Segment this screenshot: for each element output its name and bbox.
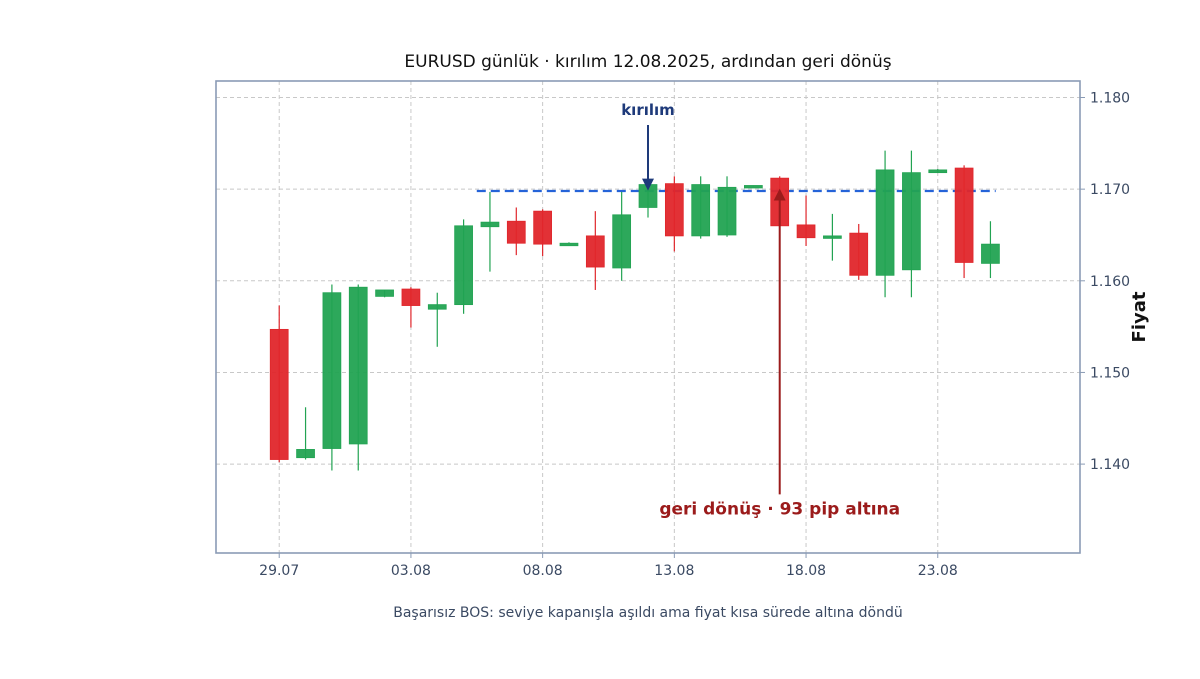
candle-body [664, 183, 684, 237]
candle-down [585, 211, 605, 290]
x-tick-label: 03.08 [391, 563, 431, 579]
candle-body [322, 292, 342, 449]
candle-body [375, 289, 394, 297]
candle-body [533, 210, 552, 245]
y-tick-label: 1.140 [1090, 457, 1130, 473]
x-tick-label: 29.07 [259, 563, 299, 579]
y-axis-label: Fiyat [1129, 291, 1150, 342]
candle-up [480, 191, 500, 272]
candle-down [849, 223, 869, 280]
candle-down [506, 207, 526, 256]
candle-up [454, 219, 473, 314]
candle-body [902, 172, 921, 271]
candle-body [506, 220, 526, 244]
candle-body [849, 232, 869, 276]
y-tick-label: 1.170 [1090, 182, 1130, 198]
candle-body [585, 235, 605, 268]
candle-up [823, 213, 842, 261]
plot-frame [215, 80, 1081, 554]
chart-title: EURUSD günlük · kırılım 12.08.2025, ardı… [404, 52, 891, 72]
breakout-annotation: kırılım [621, 101, 675, 119]
y-tick-label: 1.150 [1090, 365, 1130, 381]
candle-up [427, 292, 447, 347]
candle-down [664, 176, 684, 252]
candle-body [348, 286, 368, 445]
y-tick-label: 1.180 [1090, 90, 1130, 106]
candle-body [691, 184, 711, 237]
candle-up [744, 185, 763, 189]
candle-down [796, 195, 816, 246]
x-tick-label: 18.08 [786, 563, 826, 579]
x-tick-label: 08.08 [523, 563, 563, 579]
candle-down [954, 165, 974, 279]
candle-up [559, 242, 579, 247]
candle-body [796, 224, 816, 239]
candle-body [717, 186, 737, 236]
candle-body [875, 169, 895, 276]
candle-up [348, 284, 368, 471]
x-tick-label: 13.08 [654, 563, 694, 579]
candle-down [269, 305, 289, 463]
candle-body [269, 328, 289, 460]
annotations: kırılım geri dönüş · 93 pip altına [621, 101, 900, 519]
candle-body [981, 243, 1000, 264]
axes: 1.140 1.150 1.160 1.170 1.180 29.07 03.08 08.08… [259, 90, 1130, 579]
x-tick-label: 23.08 [918, 563, 958, 579]
candle-body [454, 225, 473, 306]
reversal-annotation: geri dönüş · 93 pip altına [659, 499, 900, 519]
candle-down [401, 287, 421, 328]
candle-up [928, 168, 948, 174]
candle-body [612, 214, 632, 269]
y-tick-label: 1.160 [1090, 274, 1130, 290]
candle-body [823, 235, 842, 239]
candle-up [322, 284, 342, 471]
candle-body [480, 221, 500, 228]
candle-body [928, 169, 948, 174]
candle-up [981, 221, 1000, 279]
candle-body [559, 242, 579, 247]
candle-body [401, 288, 421, 306]
candle-body [954, 167, 974, 263]
candle-up [875, 150, 895, 298]
candle-up [296, 407, 315, 460]
candle-up [375, 289, 394, 298]
candle-up [612, 191, 632, 281]
chart-subtitle: Başarısız BOS: seviye kapanışla aşıldı a… [393, 605, 903, 621]
candle-down [533, 209, 552, 257]
candle-body [296, 449, 315, 459]
candle-body [427, 304, 447, 310]
candles [269, 150, 1000, 471]
candle-body [744, 185, 763, 189]
candle-up [902, 150, 921, 298]
candle-up [717, 176, 737, 237]
candle-up [691, 176, 711, 239]
